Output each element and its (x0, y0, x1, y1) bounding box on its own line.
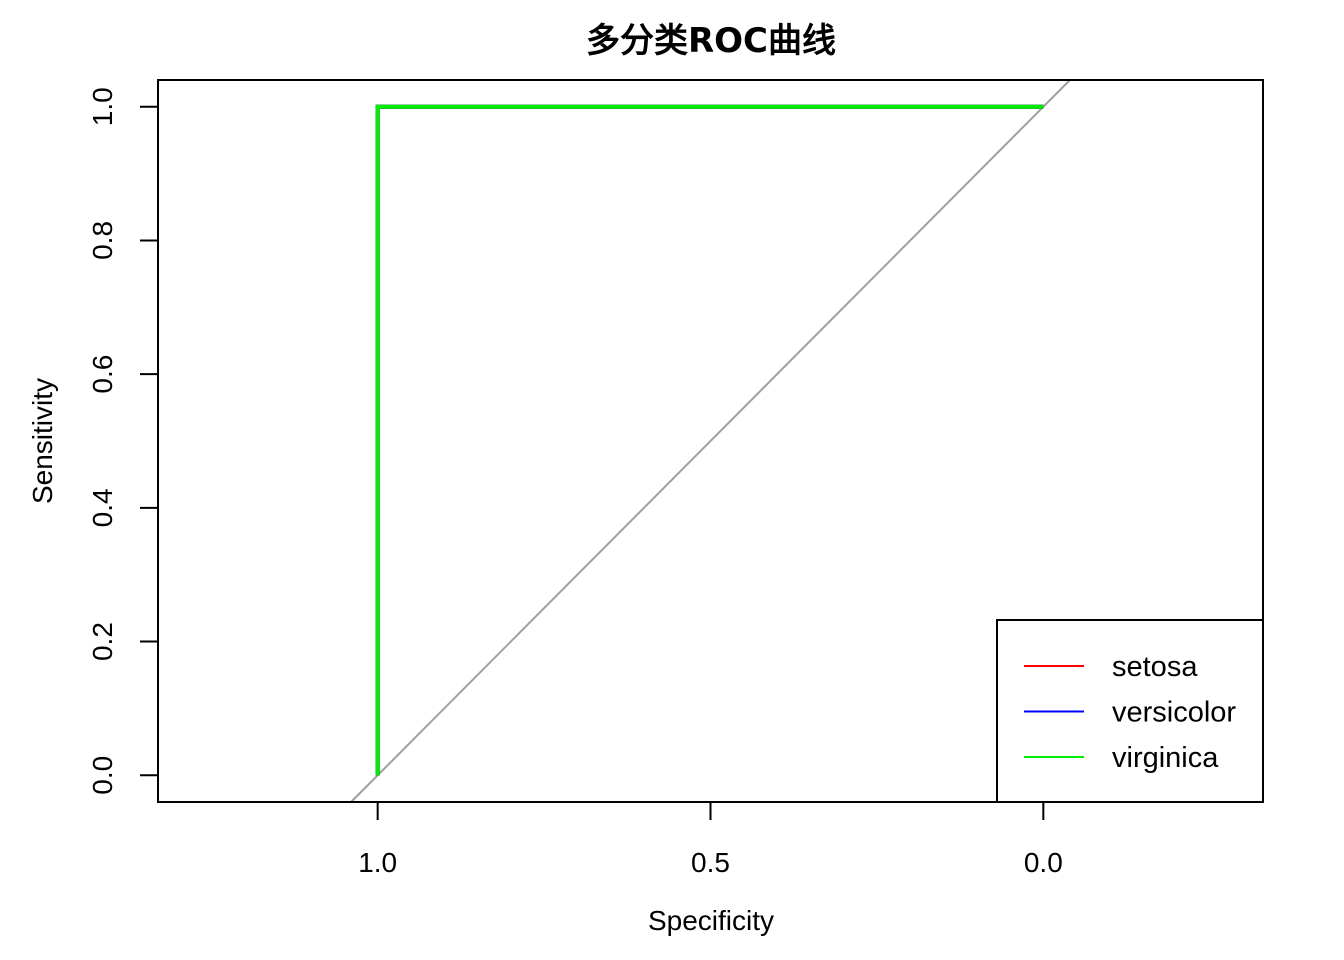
y-tick-label: 0.2 (87, 622, 118, 661)
legend-label-setosa: setosa (1112, 651, 1198, 683)
x-tick-label: 0.0 (1024, 847, 1063, 878)
legend-label-versicolor: versicolor (1112, 697, 1236, 729)
x-tick-label: 1.0 (358, 847, 397, 878)
y-axis: 0.0 0.2 0.4 0.6 0.8 1.0 (87, 87, 159, 795)
plot-area (350, 79, 1071, 803)
y-tick-label: 0.0 (87, 756, 118, 795)
x-tick-label: 0.5 (691, 847, 730, 878)
y-tick-label: 0.4 (87, 488, 118, 527)
x-axis-label: Specificity (648, 905, 774, 936)
x-axis: 1.0 0.5 0.0 (358, 801, 1063, 878)
y-tick-label: 0.6 (87, 355, 118, 394)
y-tick-label: 0.8 (87, 221, 118, 260)
y-tick-label: 1.0 (87, 87, 118, 126)
reference-diagonal-line (350, 79, 1071, 803)
chart-title: 多分类ROC曲线 (586, 21, 836, 61)
legend-label-virginica: virginica (1112, 742, 1219, 774)
legend: setosa versicolor virginica (996, 619, 1264, 803)
series-line-virginica (375, 104, 1044, 776)
y-axis-label: Sensitivity (27, 378, 58, 504)
